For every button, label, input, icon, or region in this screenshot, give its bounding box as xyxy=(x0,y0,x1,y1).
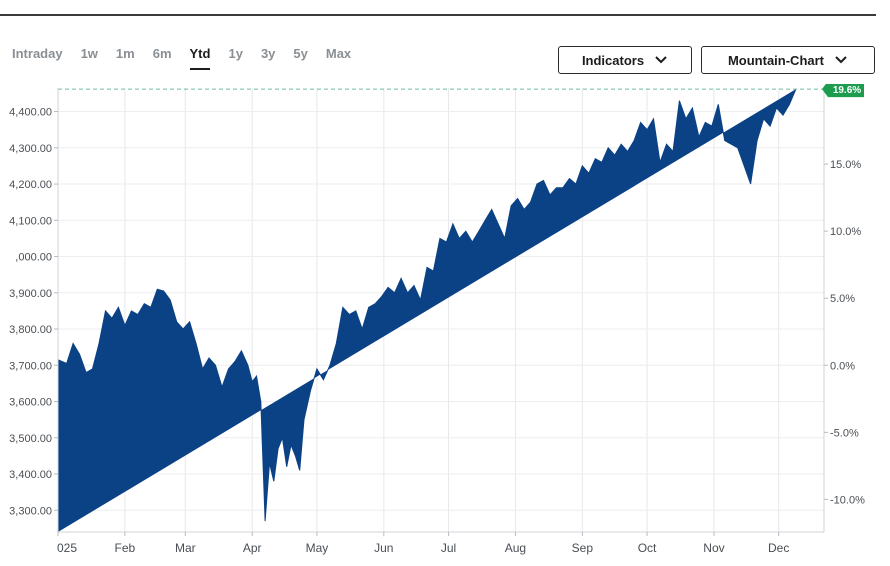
x-tick-label: Nov xyxy=(703,541,724,555)
chart-type-label: Mountain-Chart xyxy=(727,52,825,68)
tab-1w[interactable]: 1w xyxy=(80,46,98,61)
tab-1y[interactable]: 1y xyxy=(228,46,243,61)
x-tick-label: Apr xyxy=(243,541,262,555)
y-left-tick-label: 4,100.00 xyxy=(9,215,52,227)
tab-5y[interactable]: 5y xyxy=(293,46,308,61)
y-left-tick-label: 3,900.00 xyxy=(9,288,52,300)
y-right-tick-label: 0.0% xyxy=(830,360,855,372)
y-left-tick-label: 3,700.00 xyxy=(9,360,52,372)
indicators-dropdown[interactable]: Indicators xyxy=(558,46,692,74)
y-right-tick-label: 10.0% xyxy=(830,226,861,238)
top-divider xyxy=(0,14,876,16)
y-left-tick-label: 3,500.00 xyxy=(9,433,52,445)
chevron-down-icon xyxy=(835,56,847,64)
x-tick-label: Oct xyxy=(638,541,657,555)
x-tick-label: Aug xyxy=(505,541,526,555)
y-left-tick-label: 4,300.00 xyxy=(9,143,52,155)
y-right-tick-label: 5.0% xyxy=(830,293,855,305)
y-right-tick-label: 15.0% xyxy=(830,159,861,171)
x-tick-label: May xyxy=(306,541,329,555)
y-right-tick-label: -5.0% xyxy=(830,427,859,439)
x-tick-label: Jul xyxy=(441,541,456,555)
x-tick-label: Jun xyxy=(374,541,393,555)
last-change-badge xyxy=(822,84,864,98)
x-tick-label: Sep xyxy=(572,541,594,555)
last-change-badge-label: 19.6% xyxy=(833,85,861,96)
tab-intraday[interactable]: Intraday xyxy=(12,46,63,61)
y-right-tick-label: -10.0% xyxy=(830,494,865,506)
range-tabs: Intraday 1w 1m 6m Ytd 1y 3y 5y Max xyxy=(12,46,369,72)
mountain-chart[interactable]: 3,300.00 3,400.00 3,500.00 3,600.00 3,700.00… xyxy=(0,84,890,566)
y-left-tick-label: ,000.00 xyxy=(15,252,52,264)
x-tick-label: Mar xyxy=(175,541,196,555)
tab-max[interactable]: Max xyxy=(325,46,352,61)
chart-type-dropdown[interactable]: Mountain-Chart xyxy=(701,46,875,74)
y-left-tick-label: 3,400.00 xyxy=(9,469,52,481)
tab-3y[interactable]: 3y xyxy=(260,46,276,61)
tab-ytd[interactable]: Ytd xyxy=(189,46,211,70)
tab-1m[interactable]: 1m xyxy=(115,46,135,61)
x-tick-label: 025 xyxy=(57,541,77,555)
x-tick-label: Feb xyxy=(115,541,136,555)
y-left-tick-label: 3,300.00 xyxy=(9,505,52,517)
chevron-down-icon xyxy=(655,56,667,64)
tab-6m[interactable]: 6m xyxy=(152,46,172,61)
y-left-tick-label: 4,400.00 xyxy=(9,107,52,119)
y-left-tick-label: 4,200.00 xyxy=(9,179,52,191)
y-left-tick-label: 3,600.00 xyxy=(9,397,52,409)
price-area xyxy=(57,88,797,532)
y-left-tick-label: 3,800.00 xyxy=(9,324,52,336)
indicators-label: Indicators xyxy=(581,52,645,68)
x-tick-label: Dec xyxy=(768,541,789,555)
